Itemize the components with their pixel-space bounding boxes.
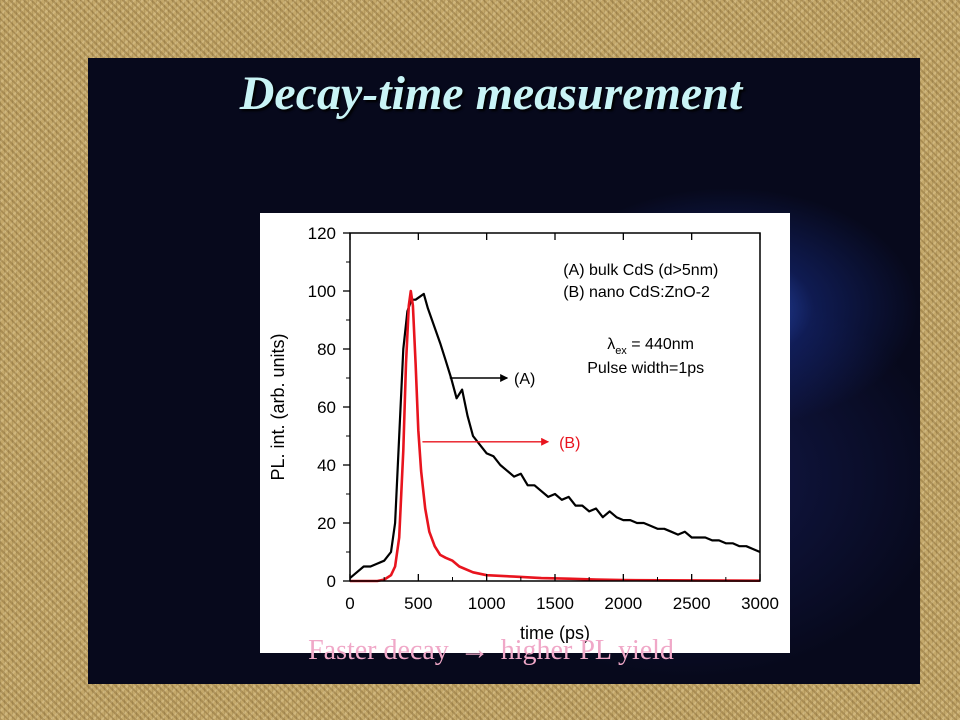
- slide-panel: Decay-time measurement 0 500 1000 1500 2000 2…: [88, 58, 920, 684]
- legend-excitation: λex = 440nm: [607, 336, 694, 357]
- x-axis-title: time (ps): [520, 623, 590, 643]
- y-tick-label: 0: [327, 572, 336, 591]
- x-tick-label: 1000: [468, 594, 506, 613]
- caption-arrow-icon: →: [459, 633, 490, 666]
- lambda-subscript: ex: [615, 345, 627, 357]
- y-axis-title: PL. int. (arb. units): [268, 333, 288, 480]
- slide-title: Decay-time measurement: [239, 67, 743, 120]
- series-line-b: [350, 289, 761, 583]
- y-tick-label: 20: [317, 514, 336, 533]
- x-tick-label: 2500: [673, 594, 711, 613]
- legend-pulse-width: Pulse width=1ps: [587, 360, 704, 377]
- slide-caption: Faster decay → higher PL yield: [88, 633, 894, 667]
- series-line-a: [349, 292, 761, 579]
- x-tick-label: 3000: [741, 594, 779, 613]
- caption-after: higher PL yield: [500, 635, 674, 666]
- y-tick-label: 100: [308, 282, 336, 301]
- annotation-label-b: (B): [559, 435, 580, 452]
- legend-entry-b: (B) nano CdS:ZnO-2: [563, 284, 710, 301]
- lambda-value: = 440nm: [627, 336, 694, 353]
- annotation-label-a: (A): [514, 371, 535, 388]
- x-tick-label: 0: [345, 594, 354, 613]
- x-tick-label: 1500: [536, 594, 574, 613]
- plot-frame: 0 500 1000 1500 2000 2500 3000 0 20 40 60 80 100 120 t…: [260, 213, 790, 653]
- y-tick-label: 80: [317, 340, 336, 359]
- y-tick-label: 120: [308, 224, 336, 243]
- x-tick-label: 500: [404, 594, 432, 613]
- x-tick-label: 2000: [604, 594, 642, 613]
- y-tick-label: 60: [317, 398, 336, 417]
- legend-entry-a: (A) bulk CdS (d>5nm): [563, 262, 718, 279]
- lambda-symbol: λ: [607, 336, 615, 353]
- caption-before: Faster decay: [308, 635, 449, 666]
- decay-chart: 0 500 1000 1500 2000 2500 3000 0 20 40 60 80 100 120 t…: [268, 224, 779, 643]
- y-tick-label: 40: [317, 456, 336, 475]
